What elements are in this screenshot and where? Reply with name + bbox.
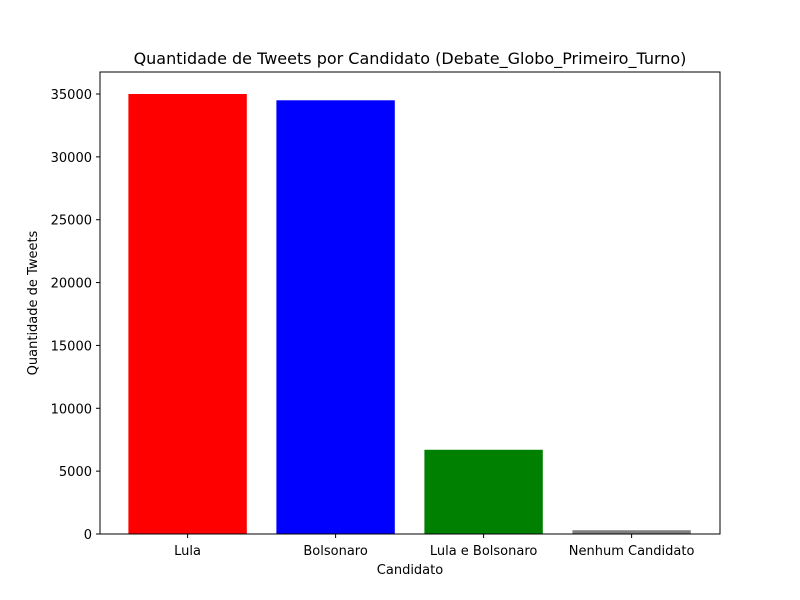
y-tick-label: 15000: [51, 339, 92, 354]
bar-bolsonaro: [276, 100, 395, 534]
y-axis-ticks: 0 5000 10000 15000 20000 25000 30000 35000: [51, 88, 100, 543]
y-tick-label: 10000: [51, 402, 92, 417]
x-tick-label: Lula e Bolsonaro: [430, 544, 538, 559]
y-tick-label: 20000: [51, 277, 92, 292]
x-axis-ticks: Lula Bolsonaro Lula e Bolsonaro Nenhum Cand…: [174, 534, 694, 559]
bars-group: [128, 94, 691, 534]
x-tick-label: Nenhum Candidato: [569, 544, 695, 559]
plot-frame: [99, 71, 721, 535]
x-axis-label: Candidato: [377, 563, 443, 578]
y-tick-label: 5000: [59, 465, 92, 480]
x-tick-label: Lula: [174, 544, 201, 559]
y-axis-label: Quantidade de Tweets: [26, 230, 41, 375]
bar-nenhum-candidato: [572, 530, 691, 534]
bar-lula: [128, 94, 247, 534]
y-tick-label: 30000: [51, 151, 92, 166]
y-tick-label: 35000: [51, 88, 92, 103]
y-tick-label: 0: [84, 528, 92, 543]
chart-title: Quantidade de Tweets por Candidato (Deba…: [134, 49, 687, 69]
x-tick-label: Bolsonaro: [303, 544, 367, 559]
y-tick-label: 25000: [51, 214, 92, 229]
bar-lula-e-bolsonaro: [424, 449, 543, 534]
